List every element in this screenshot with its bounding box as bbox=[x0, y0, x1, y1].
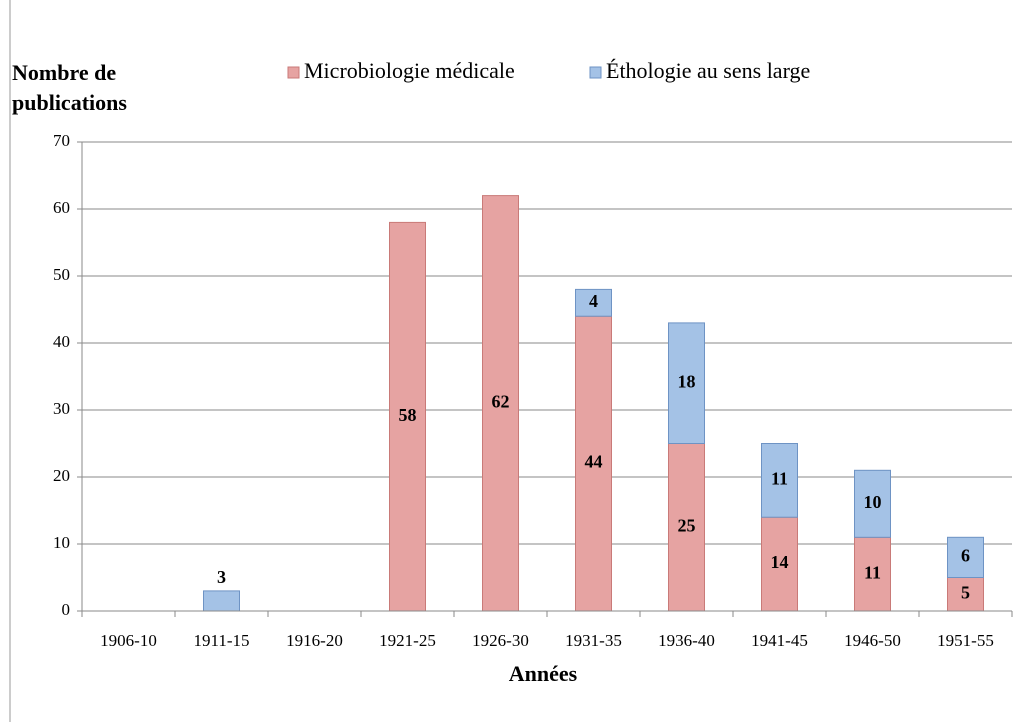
data-label: 62 bbox=[492, 391, 510, 411]
x-tick-label: 1946-50 bbox=[844, 631, 901, 650]
bar-segment bbox=[575, 288, 612, 317]
y-tick-label: 40 bbox=[53, 332, 70, 351]
y-tick-label: 10 bbox=[53, 533, 70, 552]
y-tick-label: 50 bbox=[53, 265, 70, 284]
x-tick-label: 1921-25 bbox=[379, 631, 436, 650]
bar-segment bbox=[389, 221, 426, 612]
y-tick-label: 0 bbox=[62, 600, 71, 619]
data-label: 18 bbox=[678, 371, 696, 391]
y-tick-label: 70 bbox=[53, 131, 70, 150]
data-label: 14 bbox=[771, 552, 789, 572]
bar-segment bbox=[482, 195, 519, 612]
x-tick-label: 1911-15 bbox=[193, 631, 249, 650]
y-tick-label: 20 bbox=[53, 466, 70, 485]
y-tick-label: 60 bbox=[53, 198, 70, 217]
data-label: 58 bbox=[399, 405, 417, 425]
bar-segment bbox=[854, 469, 891, 538]
bar-segment bbox=[761, 443, 798, 518]
x-tick-label: 1916-20 bbox=[286, 631, 343, 650]
legend-swatch bbox=[589, 66, 602, 79]
legend-label: Éthologie au sens large bbox=[606, 58, 810, 83]
bar-segment bbox=[854, 536, 891, 612]
data-label: 44 bbox=[585, 452, 603, 472]
x-axis-title: Années bbox=[509, 661, 578, 686]
legend-swatch bbox=[287, 66, 300, 79]
legend-label: Microbiologie médicale bbox=[304, 58, 515, 83]
bar-segment bbox=[203, 590, 240, 612]
x-tick-label: 1926-30 bbox=[472, 631, 529, 650]
y-tick-label: 30 bbox=[53, 399, 70, 418]
bar-segment bbox=[668, 322, 705, 444]
x-tick-label: 1931-35 bbox=[565, 631, 622, 650]
data-label: 10 bbox=[864, 492, 882, 512]
data-label: 11 bbox=[771, 468, 788, 488]
bar-segment bbox=[575, 315, 612, 612]
bar-segment bbox=[947, 536, 984, 578]
x-tick-label: 1936-40 bbox=[658, 631, 715, 650]
data-label: 11 bbox=[864, 562, 881, 582]
data-label: 5 bbox=[961, 582, 970, 602]
y-axis-title: Nombre de publications bbox=[12, 60, 127, 115]
x-tick-label: 1906-10 bbox=[100, 631, 157, 650]
x-tick-label: 1951-55 bbox=[937, 631, 994, 650]
data-label: 6 bbox=[961, 546, 970, 566]
data-label: 4 bbox=[589, 291, 598, 311]
x-tick-label: 1941-45 bbox=[751, 631, 808, 650]
bar-segment bbox=[947, 577, 984, 612]
data-label: 25 bbox=[678, 515, 696, 535]
data-label: 3 bbox=[217, 567, 226, 587]
